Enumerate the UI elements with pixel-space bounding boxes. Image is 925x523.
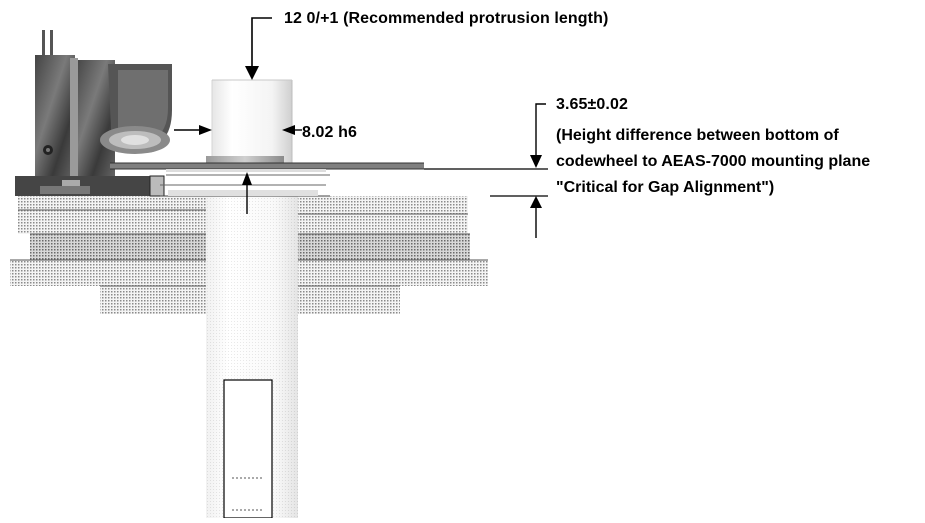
- height-note-line-1: (Height difference between bottom of: [556, 127, 839, 144]
- dimension-shaft-diameter: [174, 125, 302, 135]
- protrusion-length-label: 12 0/+1 (Recommended protrusion length): [284, 10, 609, 27]
- dimension-height-gap: [242, 103, 548, 238]
- height-note-line-2: codewheel to AEAS-7000 mounting plane: [556, 153, 871, 170]
- shaft-keyway: [223, 379, 273, 519]
- encoder-pin-left: [42, 30, 45, 60]
- encoder-pin-right: [50, 30, 53, 60]
- motor-shaft-upper: [211, 79, 293, 170]
- codewheel-hub: [206, 156, 284, 166]
- encoder-module-body: [15, 30, 172, 197]
- height-tolerance-label: 3.65±0.02: [556, 96, 628, 113]
- height-note-line-3: "Critical for Gap Alignment"): [556, 179, 775, 196]
- motor-shaft-lower: [206, 196, 298, 519]
- codewheel-disk: [110, 163, 424, 169]
- dimension-protrusion: [245, 17, 272, 80]
- shaft-diameter-label: 8.02 h6: [302, 124, 357, 141]
